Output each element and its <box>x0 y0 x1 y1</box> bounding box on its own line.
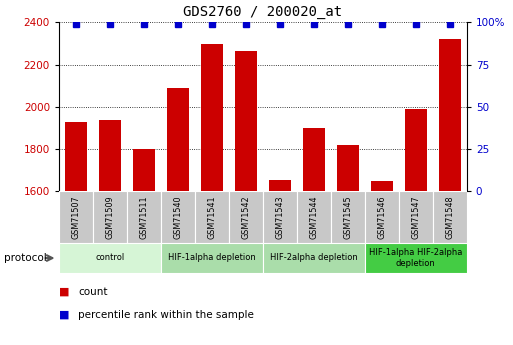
Bar <box>263 243 365 273</box>
Bar <box>161 243 263 273</box>
Bar <box>167 88 189 345</box>
Bar <box>303 128 325 345</box>
Text: GSM71509: GSM71509 <box>106 196 114 239</box>
Bar <box>99 120 121 345</box>
Text: GSM71543: GSM71543 <box>275 196 284 239</box>
Bar <box>439 39 461 345</box>
Bar <box>161 191 195 243</box>
Bar <box>235 51 257 345</box>
Bar <box>65 122 87 345</box>
Bar <box>433 191 467 243</box>
Bar <box>59 243 161 273</box>
Text: HIF-1alpha depletion: HIF-1alpha depletion <box>168 253 256 263</box>
Text: GSM71540: GSM71540 <box>173 196 183 239</box>
Bar <box>331 191 365 243</box>
Bar <box>337 145 359 345</box>
Bar <box>127 191 161 243</box>
Bar <box>93 191 127 243</box>
Text: ■: ■ <box>59 310 69 320</box>
Text: percentile rank within the sample: percentile rank within the sample <box>78 310 254 320</box>
Title: GDS2760 / 200020_at: GDS2760 / 200020_at <box>183 4 343 19</box>
Bar <box>405 109 427 345</box>
Bar <box>399 191 433 243</box>
Bar <box>195 191 229 243</box>
Text: count: count <box>78 287 108 296</box>
Bar <box>59 191 93 243</box>
Bar <box>371 181 393 345</box>
Text: GSM71548: GSM71548 <box>445 196 455 239</box>
Text: GSM71541: GSM71541 <box>207 196 216 239</box>
Bar <box>229 191 263 243</box>
Text: HIF-2alpha depletion: HIF-2alpha depletion <box>270 253 358 263</box>
Text: HIF-1alpha HIF-2alpha
depletion: HIF-1alpha HIF-2alpha depletion <box>369 248 463 268</box>
Text: GSM71511: GSM71511 <box>140 196 148 239</box>
Bar <box>263 191 297 243</box>
Text: protocol: protocol <box>4 253 47 263</box>
Text: GSM71547: GSM71547 <box>411 196 420 239</box>
Bar <box>297 191 331 243</box>
Bar <box>365 191 399 243</box>
Bar <box>269 180 291 345</box>
Bar <box>201 43 223 345</box>
Text: GSM71542: GSM71542 <box>242 196 250 239</box>
Text: control: control <box>95 253 125 263</box>
Text: ■: ■ <box>59 287 69 296</box>
Text: GSM71507: GSM71507 <box>71 196 81 239</box>
Text: GSM71546: GSM71546 <box>378 196 386 239</box>
Bar <box>133 149 155 345</box>
Bar <box>365 243 467 273</box>
Text: GSM71544: GSM71544 <box>309 196 319 239</box>
Text: GSM71545: GSM71545 <box>343 196 352 239</box>
